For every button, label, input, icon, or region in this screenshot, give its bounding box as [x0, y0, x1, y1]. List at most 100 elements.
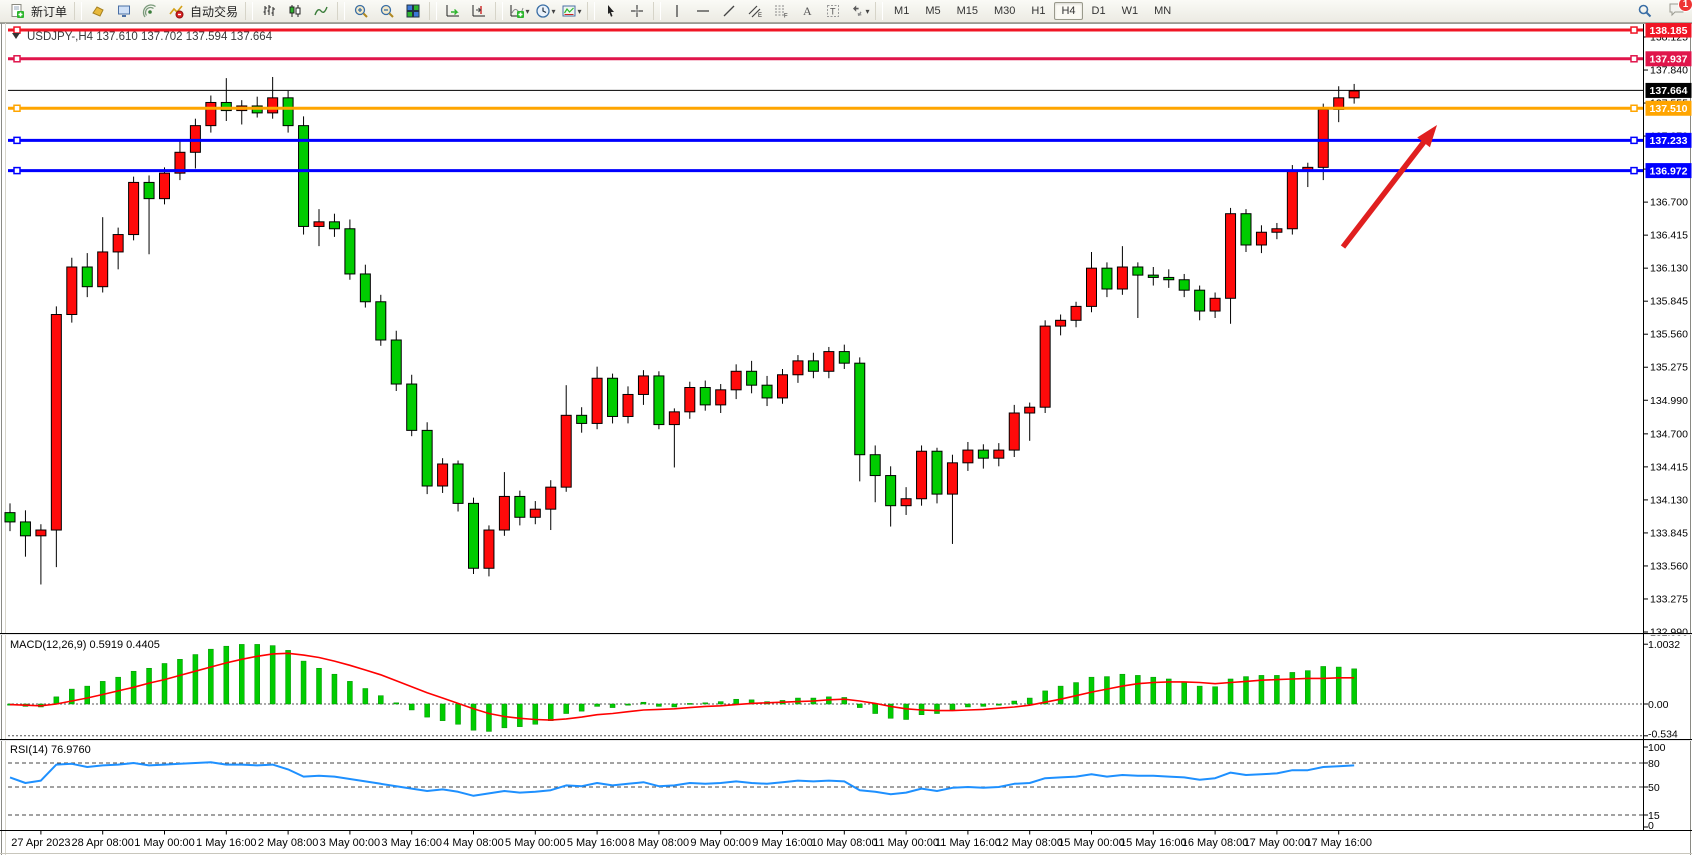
fibonacci-button[interactable]: F — [768, 0, 794, 22]
new-order-button[interactable] — [4, 0, 30, 22]
auto-scroll-icon — [446, 5, 460, 17]
svg-text:3 May 00:00: 3 May 00:00 — [320, 837, 381, 849]
tab-m30[interactable]: M30 — [994, 5, 1016, 17]
text-button[interactable]: A — [794, 0, 820, 22]
crosshair-button[interactable] — [624, 0, 650, 22]
equidistant-channel-button[interactable]: E — [742, 0, 768, 22]
candlestick-chart-button[interactable] — [282, 0, 308, 22]
svg-text:1.0032: 1.0032 — [1648, 639, 1680, 651]
svg-text:15: 15 — [1648, 810, 1660, 822]
tab-d1[interactable]: D1 — [1091, 5, 1106, 17]
line-chart-button[interactable] — [308, 0, 334, 22]
cursor-icon — [608, 5, 615, 17]
tab-h1[interactable]: H1 — [1031, 5, 1046, 17]
svg-text:134.700: 134.700 — [1650, 428, 1688, 440]
svg-text:15 May 16:00: 15 May 16:00 — [1120, 837, 1187, 849]
tile-windows-button[interactable] — [400, 0, 426, 22]
notifications-button[interactable]: 1 — [1668, 0, 1692, 22]
autotrading-label[interactable]: 自动交易 — [190, 4, 239, 19]
text-label-button[interactable]: T — [820, 0, 846, 22]
terminal-button[interactable] — [111, 0, 137, 22]
periods-button[interactable]: ▾ — [532, 0, 558, 22]
toolbar-separator — [245, 2, 254, 20]
trendline-icon — [723, 5, 735, 17]
indicators-button[interactable]: ▾ — [506, 0, 532, 22]
hline-138.185[interactable] — [8, 26, 1643, 34]
svg-text:133.275: 133.275 — [1650, 593, 1688, 605]
svg-text:-0.534: -0.534 — [1648, 729, 1678, 741]
toolbar-separator — [495, 2, 504, 20]
autotrading-button[interactable] — [163, 0, 189, 22]
hline-137.510[interactable] — [8, 104, 1643, 113]
market-watch-button[interactable] — [85, 0, 111, 22]
arrows-button[interactable]: ▾ — [846, 0, 872, 22]
trendline-button[interactable] — [716, 0, 742, 22]
svg-text:136.415: 136.415 — [1650, 230, 1688, 242]
svg-text:132.990: 132.990 — [1650, 626, 1688, 638]
toolbar-separator — [587, 2, 596, 20]
toolbar-separator — [653, 2, 662, 20]
svg-text:E: E — [758, 13, 762, 19]
horizontal-line-button[interactable] — [690, 0, 716, 22]
cursor-button[interactable] — [598, 0, 624, 22]
svg-text:USDJPY-,H4 137.610 137.702 13: USDJPY-,H4 137.610 137.702 137.594 137.6… — [27, 31, 273, 43]
arrows-icon — [852, 5, 862, 16]
svg-text:28 Apr 08:00: 28 Apr 08:00 — [72, 837, 134, 849]
svg-text:17 May 00:00: 17 May 00:00 — [1244, 837, 1311, 849]
search-button[interactable] — [1632, 0, 1658, 22]
chart-title: USDJPY-,H4 137.610 137.702 137.594 137.6… — [12, 31, 273, 43]
svg-text:17 May 16:00: 17 May 16:00 — [1305, 837, 1372, 849]
toolbar-separator — [429, 2, 438, 20]
svg-text:136.700: 136.700 — [1650, 197, 1688, 209]
vertical-line-button[interactable] — [664, 0, 690, 22]
trend-arrow-annotation[interactable] — [1340, 125, 1437, 249]
tab-m5[interactable]: M5 — [925, 5, 941, 17]
svg-text:A: A — [803, 4, 812, 18]
svg-text:134.990: 134.990 — [1650, 395, 1688, 407]
signal-icon — [142, 4, 156, 18]
svg-text:133.845: 133.845 — [1650, 527, 1688, 539]
svg-text:5 May 00:00: 5 May 00:00 — [505, 837, 566, 849]
chevron-down-icon: ▾ — [865, 6, 870, 16]
time-axis[interactable]: 27 Apr 2023 28 Apr 08:00 1 May 00:00 1 May … — [11, 830, 1372, 850]
zoom-in-icon — [354, 4, 368, 18]
svg-text:136.972: 136.972 — [1650, 165, 1688, 177]
macd-panel[interactable]: 1.0032 0.00 -0.534 MACD(12,26,9) 0.5919 0.4… — [7, 639, 1681, 741]
auto-scroll-button[interactable] — [440, 0, 466, 22]
svg-text:10 May 08:00: 10 May 08:00 — [811, 837, 878, 849]
zoom-out-button[interactable] — [374, 0, 400, 22]
tab-h4[interactable]: H4 — [1054, 2, 1083, 20]
hline-137.233[interactable] — [8, 136, 1643, 145]
new-order-label[interactable]: 新订单 — [31, 4, 68, 19]
chart-shift-button[interactable] — [466, 0, 492, 22]
autotrading-icon — [169, 5, 184, 19]
svg-text:2 May 08:00: 2 May 08:00 — [258, 837, 319, 849]
bar-chart-button[interactable] — [256, 0, 282, 22]
svg-text:F: F — [784, 14, 788, 20]
zoom-in-button[interactable] — [348, 0, 374, 22]
toolbar-separator — [74, 2, 83, 20]
tab-w1[interactable]: W1 — [1121, 5, 1139, 17]
tab-m1[interactable]: M1 — [894, 5, 910, 17]
new-order-icon — [11, 4, 24, 18]
toolbar-separator — [875, 2, 884, 20]
rsi-panel[interactable]: 100 80 50 150 RSI(14) 76.9760 — [8, 742, 1666, 832]
indicators-icon — [510, 5, 524, 18]
svg-text:137.664: 137.664 — [1650, 85, 1688, 97]
svg-text:27 Apr 2023: 27 Apr 2023 — [11, 837, 70, 849]
svg-text:134.415: 134.415 — [1650, 461, 1688, 473]
signals-button[interactable] — [137, 0, 163, 22]
templates-button[interactable]: ▾ — [558, 0, 584, 22]
hline-137.937[interactable] — [8, 55, 1643, 63]
svg-text:11 May 00:00: 11 May 00:00 — [873, 837, 939, 849]
chevron-down-icon: ▾ — [551, 6, 556, 16]
svg-text:9 May 16:00: 9 May 16:00 — [752, 837, 813, 849]
rsi-line — [9, 761, 1355, 797]
svg-text:135.560: 135.560 — [1650, 329, 1688, 341]
svg-text:137.840: 137.840 — [1650, 65, 1688, 77]
tab-m15[interactable]: M15 — [956, 5, 978, 17]
tab-mn[interactable]: MN — [1154, 5, 1172, 17]
hline-136.972[interactable] — [8, 166, 1643, 175]
template-icon — [562, 5, 576, 17]
